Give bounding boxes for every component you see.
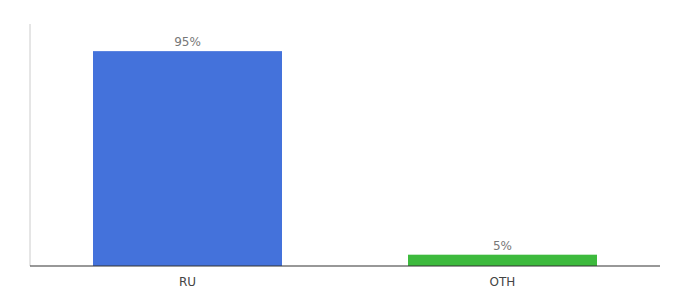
- chart-container: 95% 5% RU OTH: [0, 0, 680, 300]
- data-label: 5%: [493, 239, 512, 253]
- data-label: 95%: [174, 35, 201, 49]
- x-tick-label: OTH: [490, 275, 516, 289]
- x-tick-label: RU: [179, 275, 196, 289]
- bar: [408, 255, 597, 266]
- chart-svg: 95% 5% RU OTH: [0, 0, 680, 300]
- x-axis-line: [30, 265, 660, 266]
- y-axis-line: [30, 24, 31, 266]
- bar: [93, 51, 282, 266]
- bars: [93, 51, 597, 266]
